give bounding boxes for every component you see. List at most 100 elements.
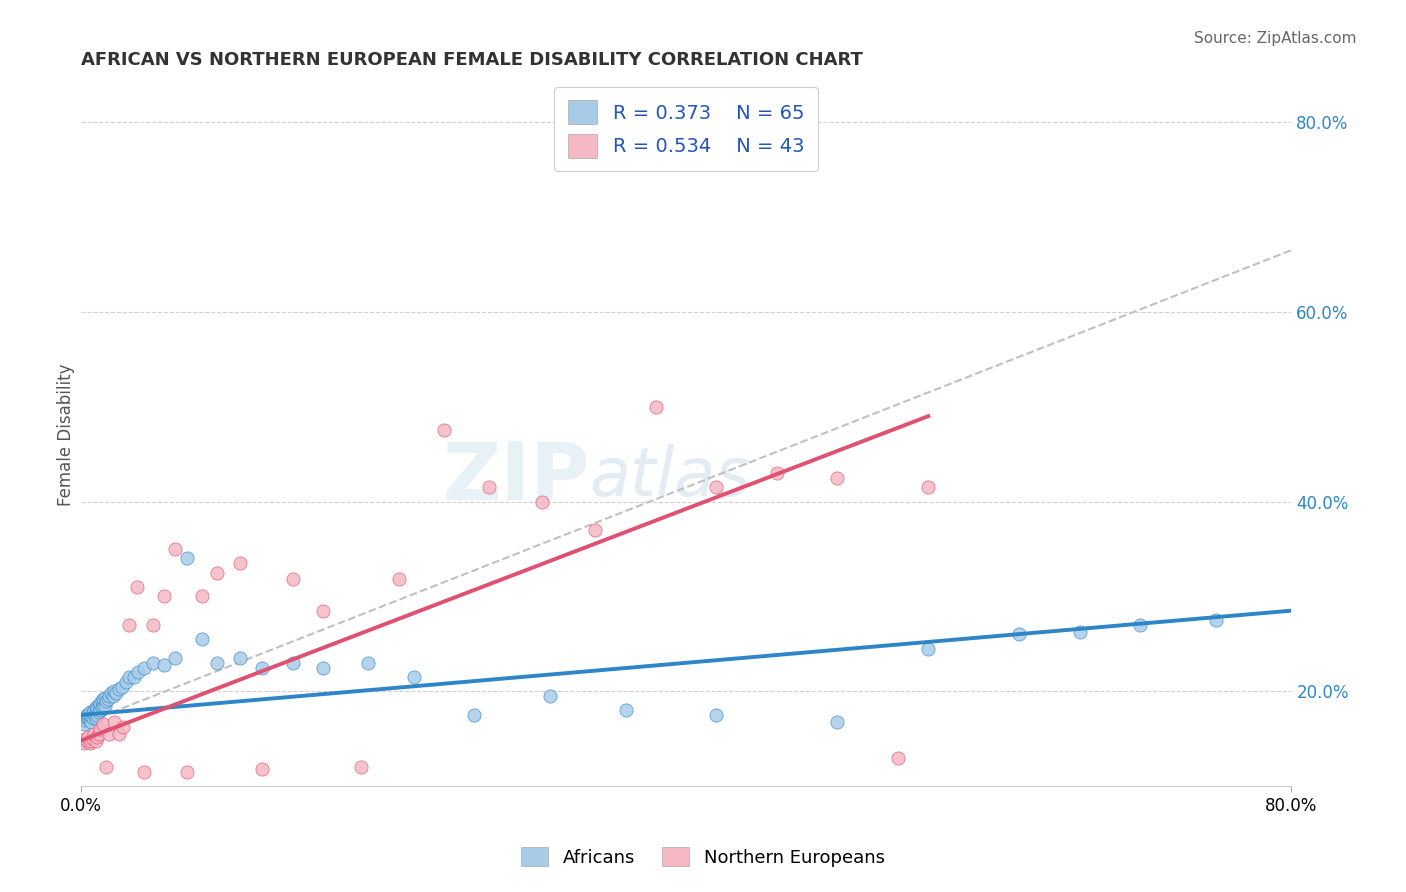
Text: AFRICAN VS NORTHERN EUROPEAN FEMALE DISABILITY CORRELATION CHART: AFRICAN VS NORTHERN EUROPEAN FEMALE DISA… bbox=[80, 51, 863, 69]
Text: Source: ZipAtlas.com: Source: ZipAtlas.com bbox=[1194, 31, 1357, 46]
Point bbox=[281, 572, 304, 586]
Point bbox=[1205, 613, 1227, 627]
Point bbox=[82, 731, 104, 746]
Point bbox=[142, 656, 165, 670]
Point bbox=[110, 680, 132, 694]
Point bbox=[82, 705, 104, 719]
Point bbox=[122, 670, 145, 684]
Point bbox=[887, 750, 910, 764]
Point bbox=[766, 466, 789, 480]
Point bbox=[1008, 627, 1031, 641]
Point bbox=[97, 691, 120, 706]
Point bbox=[77, 706, 100, 721]
Point bbox=[614, 703, 637, 717]
Point bbox=[118, 618, 141, 632]
Point bbox=[127, 665, 149, 680]
Point bbox=[134, 660, 156, 674]
Point bbox=[228, 556, 250, 570]
Point bbox=[76, 708, 98, 723]
Point bbox=[463, 708, 485, 723]
Point bbox=[75, 713, 97, 727]
Point bbox=[79, 713, 101, 727]
Point bbox=[98, 689, 121, 703]
Point bbox=[387, 572, 409, 586]
Point bbox=[80, 733, 103, 747]
Point bbox=[101, 689, 124, 703]
Point bbox=[706, 480, 728, 494]
Point bbox=[84, 733, 107, 747]
Point bbox=[118, 670, 141, 684]
Point bbox=[94, 698, 117, 713]
Point bbox=[86, 730, 108, 744]
Point bbox=[827, 714, 849, 729]
Point bbox=[153, 657, 176, 672]
Point bbox=[402, 670, 425, 684]
Point bbox=[252, 762, 274, 776]
Point bbox=[93, 698, 115, 713]
Point bbox=[83, 727, 105, 741]
Point bbox=[706, 708, 728, 723]
Point bbox=[917, 641, 939, 656]
Point bbox=[89, 703, 111, 717]
Point bbox=[83, 708, 105, 723]
Point bbox=[86, 701, 108, 715]
Point bbox=[281, 656, 304, 670]
Point bbox=[90, 701, 112, 715]
Point bbox=[79, 705, 101, 719]
Point bbox=[112, 720, 135, 734]
Point bbox=[583, 523, 606, 537]
Point bbox=[1129, 618, 1152, 632]
Point bbox=[79, 736, 101, 750]
Point bbox=[163, 651, 186, 665]
Point bbox=[84, 700, 107, 714]
Point bbox=[87, 698, 110, 713]
Point bbox=[96, 760, 118, 774]
Point bbox=[531, 494, 554, 508]
Point bbox=[77, 710, 100, 724]
Point bbox=[76, 733, 98, 747]
Point bbox=[76, 711, 98, 725]
Point bbox=[478, 480, 501, 494]
Point bbox=[80, 714, 103, 729]
Point bbox=[205, 566, 228, 580]
Point bbox=[1069, 625, 1091, 640]
Point bbox=[104, 686, 127, 700]
Point bbox=[94, 690, 117, 705]
Point bbox=[205, 656, 228, 670]
Point bbox=[191, 632, 214, 646]
Y-axis label: Female Disability: Female Disability bbox=[58, 364, 75, 507]
Point bbox=[917, 480, 939, 494]
Point bbox=[115, 674, 138, 689]
Point bbox=[191, 590, 214, 604]
Point bbox=[125, 580, 148, 594]
Point bbox=[96, 694, 118, 708]
Legend: Africans, Northern Europeans: Africans, Northern Europeans bbox=[515, 840, 891, 874]
Point bbox=[73, 717, 96, 731]
Point bbox=[93, 717, 115, 731]
Point bbox=[827, 471, 849, 485]
Point bbox=[350, 760, 373, 774]
Point bbox=[98, 727, 121, 741]
Point bbox=[644, 400, 666, 414]
Point bbox=[90, 694, 112, 708]
Point bbox=[312, 660, 335, 674]
Point bbox=[93, 691, 115, 706]
Point bbox=[89, 723, 111, 737]
Legend: R = 0.373    N = 65, R = 0.534    N = 43: R = 0.373 N = 65, R = 0.534 N = 43 bbox=[554, 87, 818, 171]
Point bbox=[80, 709, 103, 723]
Point bbox=[77, 730, 100, 744]
Point bbox=[83, 703, 105, 717]
Point bbox=[87, 705, 110, 719]
Point bbox=[176, 764, 198, 779]
Point bbox=[252, 660, 274, 674]
Point bbox=[103, 714, 125, 729]
Point bbox=[75, 731, 97, 746]
Point bbox=[84, 705, 107, 719]
Point bbox=[228, 651, 250, 665]
Point bbox=[73, 736, 96, 750]
Point bbox=[84, 711, 107, 725]
Point bbox=[538, 689, 561, 703]
Point bbox=[142, 618, 165, 632]
Text: ZIP: ZIP bbox=[441, 438, 589, 516]
Point bbox=[87, 727, 110, 741]
